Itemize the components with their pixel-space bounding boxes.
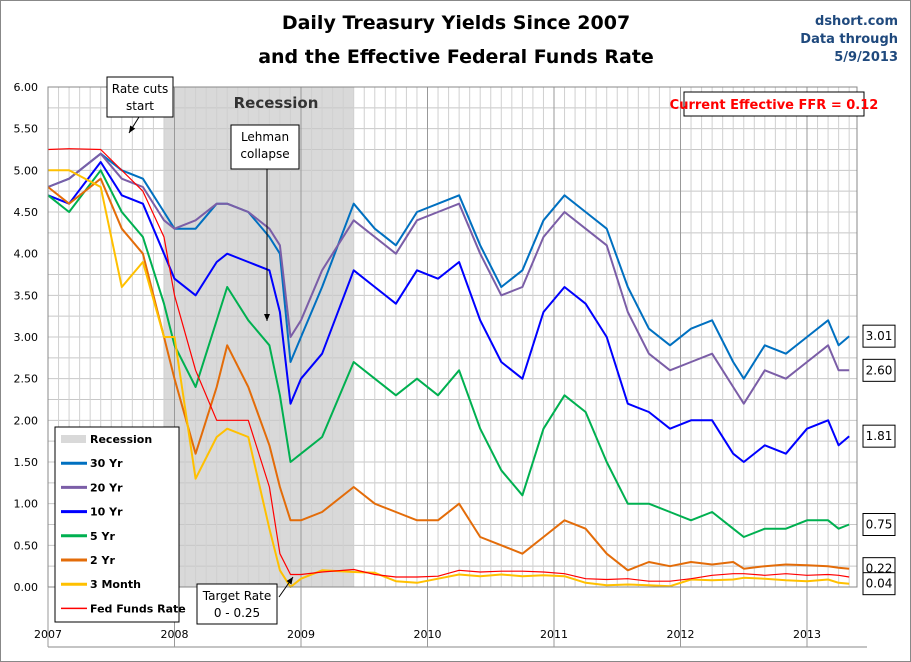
y-tick-label: 3.50 <box>14 289 39 302</box>
series-line-fed-funds-rate <box>47 148 850 582</box>
legend-label: Fed Funds Rate <box>90 602 186 615</box>
legend-label: 2 Yr <box>90 554 115 567</box>
recession-label: Recession <box>234 94 319 112</box>
x-tick-label: 2009 <box>287 628 315 641</box>
x-tick-label: 2010 <box>414 628 442 641</box>
legend-item: Recession <box>61 433 152 446</box>
legend-item: 30 Yr <box>61 457 123 470</box>
legend-item: 10 Yr <box>61 506 123 519</box>
legend-label: 30 Yr <box>90 457 123 470</box>
current-ffr-box <box>683 91 865 117</box>
end-value-label: 0.75 <box>862 513 896 536</box>
annotation-text: Rate cuts <box>112 82 169 96</box>
series-line-5-yr <box>47 169 850 538</box>
x-tick-label: 2012 <box>667 628 695 641</box>
legend-item: 5 Yr <box>61 530 115 543</box>
x-tick-label: 2011 <box>540 628 568 641</box>
annotation-text: collapse <box>240 147 289 161</box>
chart-subtitle: and the Effective Federal Funds Rate <box>258 46 654 68</box>
current-ffr-text: Current Effective FFR = 0.12 <box>670 98 879 113</box>
annotation-rate-cuts: Rate cuts start <box>106 76 174 134</box>
plot-frame <box>47 86 858 588</box>
legend-swatch <box>61 435 86 443</box>
end-label-box <box>862 572 896 596</box>
arrowhead-icon <box>129 125 136 133</box>
end-label-box <box>862 513 896 536</box>
end-value-label: 3.01 <box>862 324 896 348</box>
end-label-text: 2.60 <box>866 363 893 377</box>
data-through-date: 5/9/2013 <box>834 50 898 65</box>
y-tick-label: 5.00 <box>14 164 39 177</box>
source-label: dshort.com <box>815 14 898 29</box>
end-label-box <box>862 358 896 382</box>
legend-item: 3 Month <box>61 578 141 591</box>
end-value-label: 1.81 <box>862 424 896 448</box>
annotation-text: Target Rate <box>202 589 271 603</box>
annotation-text: 0 - 0.25 <box>214 606 260 620</box>
y-tick-label: 0.50 <box>14 539 39 552</box>
y-tick-label: 2.00 <box>14 414 39 427</box>
y-tick-label: 1.50 <box>14 456 39 469</box>
end-label-text: 1.81 <box>866 429 893 443</box>
y-tick-label: 0.00 <box>14 581 39 594</box>
x-tick-label: 2007 <box>34 628 62 641</box>
legend-label: 5 Yr <box>90 530 115 543</box>
y-tick-label: 2.50 <box>14 373 39 386</box>
legend-box <box>54 426 180 623</box>
annotation-box <box>106 76 174 118</box>
chart-title: Daily Treasury Yields Since 2007 <box>282 12 630 34</box>
y-tick-label: 3.00 <box>14 331 39 344</box>
y-tick-label: 6.00 <box>14 81 39 94</box>
legend-label: Recession <box>90 433 152 446</box>
data-through-label: Data through <box>800 32 898 47</box>
series-line-3-month <box>48 169 850 588</box>
end-value-label: 0.04 <box>862 572 896 596</box>
legend-label: 20 Yr <box>90 481 123 494</box>
x-tick-label: 2008 <box>161 628 189 641</box>
end-label-text: 0.75 <box>866 518 893 532</box>
y-tick-label: 1.00 <box>14 498 39 511</box>
end-label-box <box>862 324 896 348</box>
legend-item: 20 Yr <box>61 481 123 494</box>
legend-label: 10 Yr <box>90 506 123 519</box>
annotation-box <box>230 124 300 170</box>
y-tick-label: 5.50 <box>14 123 39 136</box>
arrowhead-icon <box>286 576 293 585</box>
y-tick-label: 4.00 <box>14 248 39 261</box>
annotation-text: Lehman <box>241 130 289 144</box>
legend-label: 3 Month <box>90 578 141 591</box>
legend-item: Fed Funds Rate <box>61 602 186 615</box>
legend-item: 2 Yr <box>61 554 115 567</box>
series-line-30-yr <box>47 152 850 380</box>
arrowhead-icon <box>264 314 270 321</box>
annotation-target-rate: Target Rate 0 - 0.25 <box>196 576 294 625</box>
series-line-10-yr <box>47 161 850 463</box>
x-tick-label: 2013 <box>793 628 821 641</box>
end-label-text: 0.04 <box>866 577 893 591</box>
annotation-text: start <box>126 99 154 113</box>
y-tick-label: 4.50 <box>14 206 39 219</box>
current-ffr-callout: Current Effective FFR = 0.12 <box>670 91 879 117</box>
series-line-20-yr <box>47 152 850 405</box>
series-line-2-yr <box>47 177 850 572</box>
end-label-text: 3.01 <box>866 329 893 343</box>
end-label-box <box>862 424 896 448</box>
annotation-lehman: Lehman collapse <box>230 124 300 321</box>
annotation-box <box>196 583 278 625</box>
end-value-label: 2.60 <box>862 358 896 382</box>
